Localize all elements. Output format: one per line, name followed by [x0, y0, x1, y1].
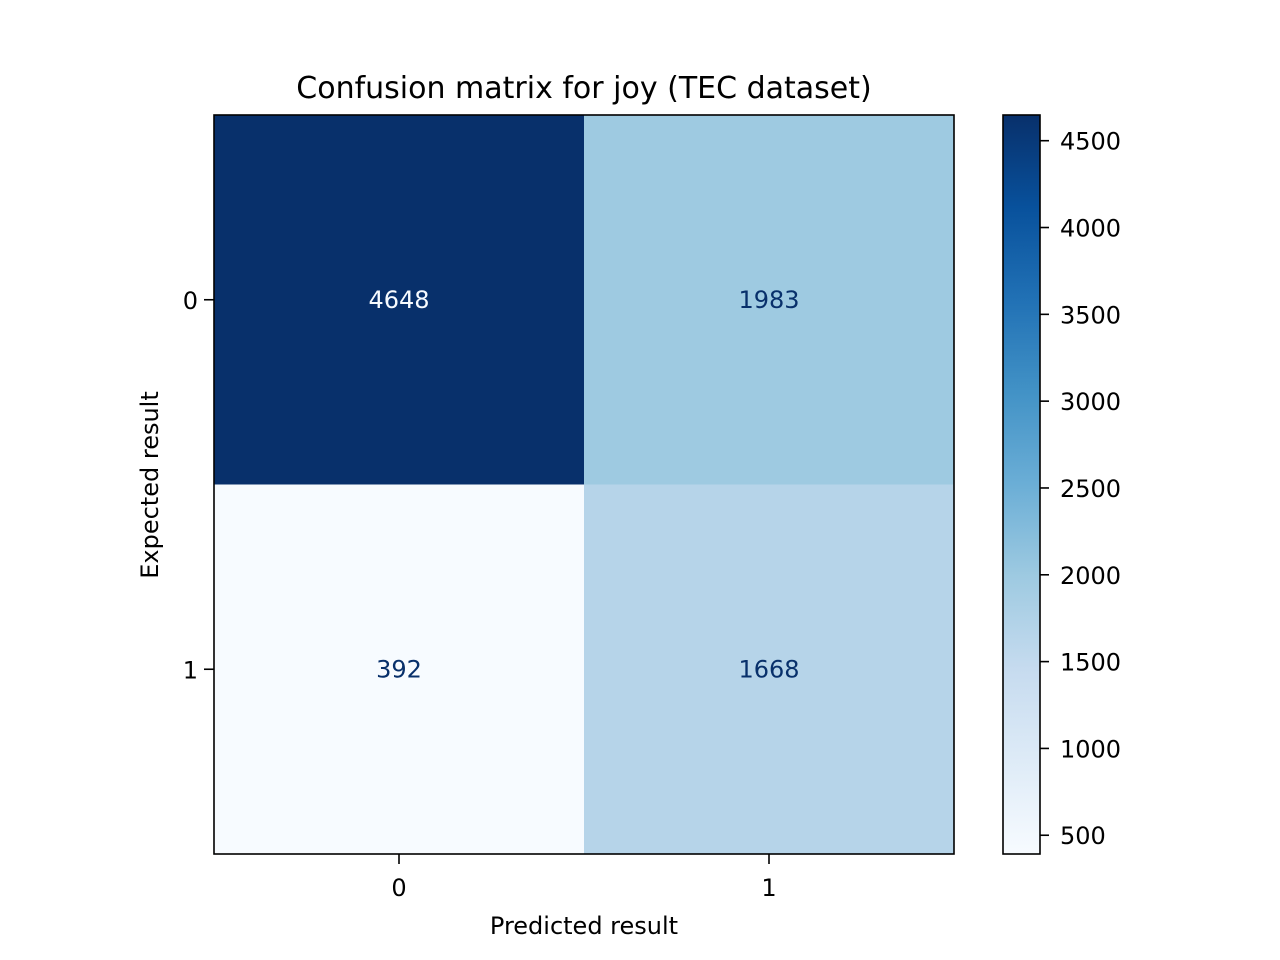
x-axis-label: Predicted result [490, 912, 678, 940]
cell-value-label: 1983 [738, 286, 799, 314]
chart-title: Confusion matrix for joy (TEC dataset) [296, 71, 871, 106]
y-tick-label: 1 [183, 656, 198, 684]
colorbar-tick-label: 2500 [1060, 475, 1121, 503]
y-axis-label: Expected result [136, 391, 164, 579]
matrix-cell [584, 484, 955, 855]
matrix-frame [213, 114, 955, 855]
colorbar-tick-label: 1000 [1060, 735, 1121, 763]
cell-value-label: 392 [376, 655, 422, 683]
cell-value-label: 4648 [368, 286, 429, 314]
colorbar [1002, 114, 1041, 855]
y-tick-label: 0 [183, 287, 198, 315]
colorbar-tick-label: 2000 [1060, 562, 1121, 590]
colorbar-tick-label: 3000 [1060, 388, 1121, 416]
colorbar-ticks: 500 1000 1500 2000 2500 3000 3500 4000 4500 [1040, 128, 1121, 850]
colorbar-tick-label: 1500 [1060, 649, 1121, 677]
colorbar-tick-label: 500 [1060, 822, 1106, 850]
matrix-cells [214, 115, 955, 855]
matrix-cell [214, 115, 585, 485]
y-axis-ticks: 01 [183, 287, 214, 684]
matrix-cell [584, 115, 955, 485]
colorbar-tick-label: 4500 [1060, 128, 1121, 156]
colorbar-tick-label: 4000 [1060, 215, 1121, 243]
matrix-cell-labels: 4648 1983 392 1668 [368, 286, 799, 684]
colorbar-tick-label: 3500 [1060, 301, 1121, 329]
matrix-cell [214, 484, 585, 855]
cell-value-label: 1668 [738, 655, 799, 683]
x-tick-label: 0 [391, 874, 406, 902]
x-tick-label: 1 [761, 874, 776, 902]
